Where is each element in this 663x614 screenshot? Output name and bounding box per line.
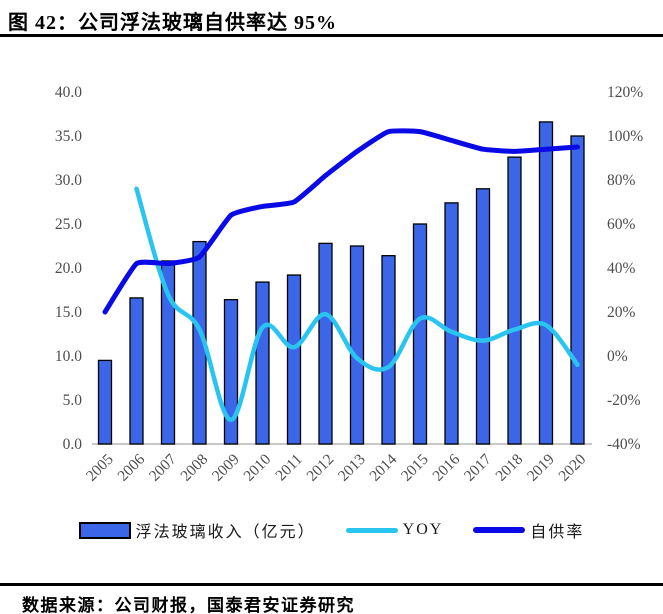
legend-item-yoy: YOY [345,521,444,539]
legend-label-revenue: 浮法玻璃收入（亿元） [135,524,316,541]
bar-2018 [507,156,522,445]
x-axis-label-2006: 2006 [114,451,148,485]
bar-2013 [349,245,365,445]
bar-2010 [255,281,270,445]
left-axis-tick: 10.0 [55,348,82,365]
legend-label-self-supply: 自供率 [530,524,585,541]
x-axis-label-2009: 2009 [209,451,243,485]
bar-2006 [129,297,144,445]
x-axis-label-2020: 2020 [555,451,589,485]
bar-2014 [381,255,396,445]
bar-2016 [444,202,459,445]
left-axis-tick: 20.0 [55,260,82,277]
bar-2007 [160,260,176,445]
left-axis-tick: 25.0 [55,216,82,233]
bar-2020 [570,135,585,445]
x-axis-label-2010: 2010 [240,451,274,485]
left-axis-tick: 15.0 [55,304,82,321]
x-axis-label-2019: 2019 [524,451,558,485]
chart-canvas: 0.0 5.0 10.0 15.0 20.0 25.0 30.0 35.0 40.0 -40% -2… [55,84,643,485]
right-axis-tick: 20% [607,304,636,321]
self-supply-line [102,128,580,315]
left-axis-tick: 0.0 [63,436,83,453]
left-axis-tick: 5.0 [63,392,83,409]
right-axis-tick: 120% [607,84,643,101]
left-axis-tick: 30.0 [55,172,82,189]
x-axis-label-2008: 2008 [177,451,211,485]
right-axis-tick: 60% [607,216,636,233]
figure-title: 图 42：公司浮法玻璃自供率达 95% [8,12,337,34]
right-axis-tick: 0% [607,348,628,365]
yoy-line [134,186,580,423]
yoy-line-swatch [345,527,398,533]
footer-rule [0,583,663,586]
x-axis-label-2013: 2013 [335,451,369,485]
x-axis-label-2007: 2007 [146,451,180,485]
bar-2015 [412,223,428,445]
bar-2011 [286,274,302,445]
x-axis-label-2016: 2016 [429,451,463,485]
x-axis-label-2014: 2014 [366,451,400,485]
x-axis-label-2005: 2005 [83,451,117,485]
x-axis-label-2012: 2012 [303,451,337,485]
bar-2017 [475,188,491,445]
chart-legend: 浮法玻璃收入（亿元） YOY 自供率 [0,518,663,542]
x-axis-label-2011: 2011 [272,451,306,485]
bar-2019 [538,121,554,445]
bar-2012 [318,242,333,445]
legend-item-revenue: 浮法玻璃收入（亿元） [78,518,316,542]
self-supply-line-swatch [473,527,526,533]
right-axis-tick: 80% [607,172,636,189]
revenue-bar-swatch [78,521,131,539]
x-axis-label-2018: 2018 [492,451,526,485]
bar-2005 [97,359,113,445]
right-axis-tick: 100% [607,128,643,145]
left-axis-tick: 35.0 [55,128,82,145]
right-axis-tick: -20% [607,392,641,409]
data-source: 数据来源：公司财报，国泰君安证券研究 [22,596,355,614]
right-axis-tick: 40% [607,260,636,277]
left-axis-tick: 40.0 [55,84,82,101]
x-axis-label-2017: 2017 [461,451,495,485]
x-axis-label-2015: 2015 [398,451,432,485]
title-rule [0,34,663,37]
bar-2009 [223,299,239,445]
legend-item-self-supply: 自供率 [473,518,584,542]
right-axis-tick: -40% [607,436,641,453]
legend-label-yoy: YOY [402,521,444,538]
